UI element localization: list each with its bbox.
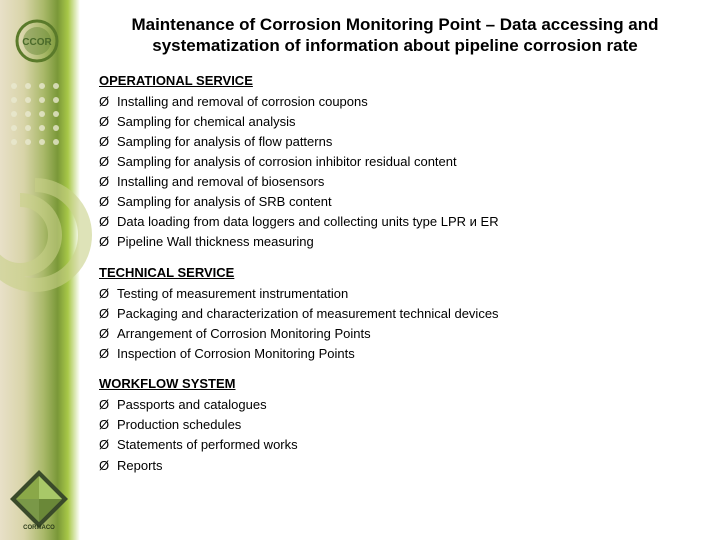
section-heading: WORKFLOW SYSTEM <box>99 376 705 391</box>
bullet-item: Sampling for analysis of corrosion inhib… <box>99 152 705 172</box>
bullet-item: Inspection of Corrosion Monitoring Point… <box>99 344 705 364</box>
top-circle-logo: CCOR <box>14 18 60 64</box>
bullet-item: Installing and removal of corrosion coup… <box>99 92 705 112</box>
bottom-diamond-logo: CORMACO <box>8 468 70 530</box>
bullet-item: Arrangement of Corrosion Monitoring Poin… <box>99 324 705 344</box>
bullet-item: Sampling for analysis of flow patterns <box>99 132 705 152</box>
bullet-item: Statements of performed works <box>99 435 705 455</box>
section-heading: TECHNICAL SERVICE <box>99 265 705 280</box>
bullet-item: Packaging and characterization of measur… <box>99 304 705 324</box>
bullet-item: Installing and removal of biosensors <box>99 172 705 192</box>
svg-text:CCOR: CCOR <box>22 37 52 48</box>
section-bullet-list: Passports and cataloguesProduction sched… <box>99 395 705 476</box>
slide-title: Maintenance of Corrosion Monitoring Poin… <box>85 14 705 57</box>
bullet-item: Passports and catalogues <box>99 395 705 415</box>
svg-text:CORMACO: CORMACO <box>23 525 55 530</box>
bullet-item: Sampling for chemical analysis <box>99 112 705 132</box>
decorative-dots <box>6 78 66 148</box>
bullet-item: Testing of measurement instrumentation <box>99 284 705 304</box>
slide-content: Maintenance of Corrosion Monitoring Poin… <box>85 14 705 476</box>
bullet-item: Sampling for analysis of SRB content <box>99 192 705 212</box>
section-bullet-list: Installing and removal of corrosion coup… <box>99 92 705 253</box>
bullet-item: Reports <box>99 456 705 476</box>
bullet-item: Pipeline Wall thickness measuring <box>99 232 705 252</box>
bullet-item: Data loading from data loggers and colle… <box>99 212 705 232</box>
bullet-item: Production schedules <box>99 415 705 435</box>
section-bullet-list: Testing of measurement instrumentationPa… <box>99 284 705 365</box>
section-heading: OPERATIONAL SERVICE <box>99 73 705 88</box>
